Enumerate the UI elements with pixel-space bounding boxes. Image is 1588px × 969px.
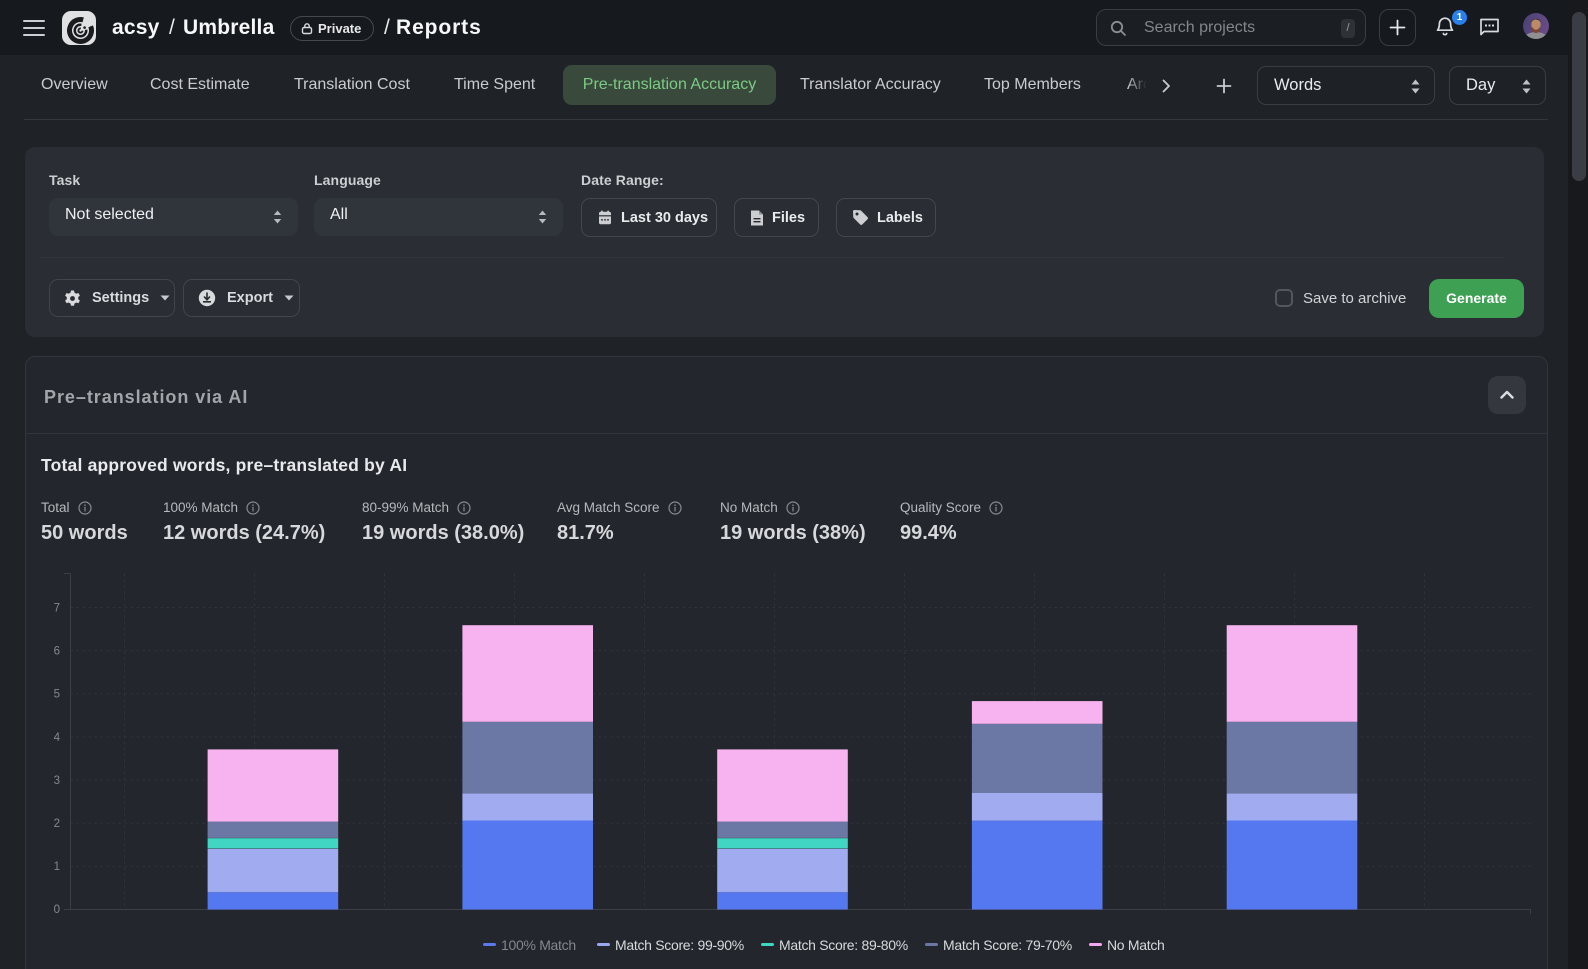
svg-text:6: 6 bbox=[54, 646, 60, 658]
svg-text:5: 5 bbox=[54, 689, 60, 701]
svg-text:0: 0 bbox=[54, 904, 60, 916]
svg-text:2: 2 bbox=[54, 818, 60, 830]
svg-text:1: 1 bbox=[54, 861, 60, 873]
svg-text:3: 3 bbox=[54, 775, 60, 787]
svg-text:7: 7 bbox=[54, 603, 60, 615]
svg-text:4: 4 bbox=[54, 732, 61, 744]
